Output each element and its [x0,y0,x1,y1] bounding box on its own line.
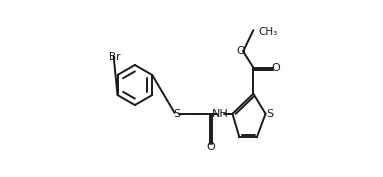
Text: S: S [173,109,180,119]
Text: O: O [271,63,280,73]
Text: Br: Br [109,52,121,62]
Text: O: O [206,142,215,152]
Text: O: O [236,46,245,56]
Text: S: S [266,109,273,119]
Text: CH₃: CH₃ [258,27,277,37]
Text: NH: NH [212,109,229,119]
